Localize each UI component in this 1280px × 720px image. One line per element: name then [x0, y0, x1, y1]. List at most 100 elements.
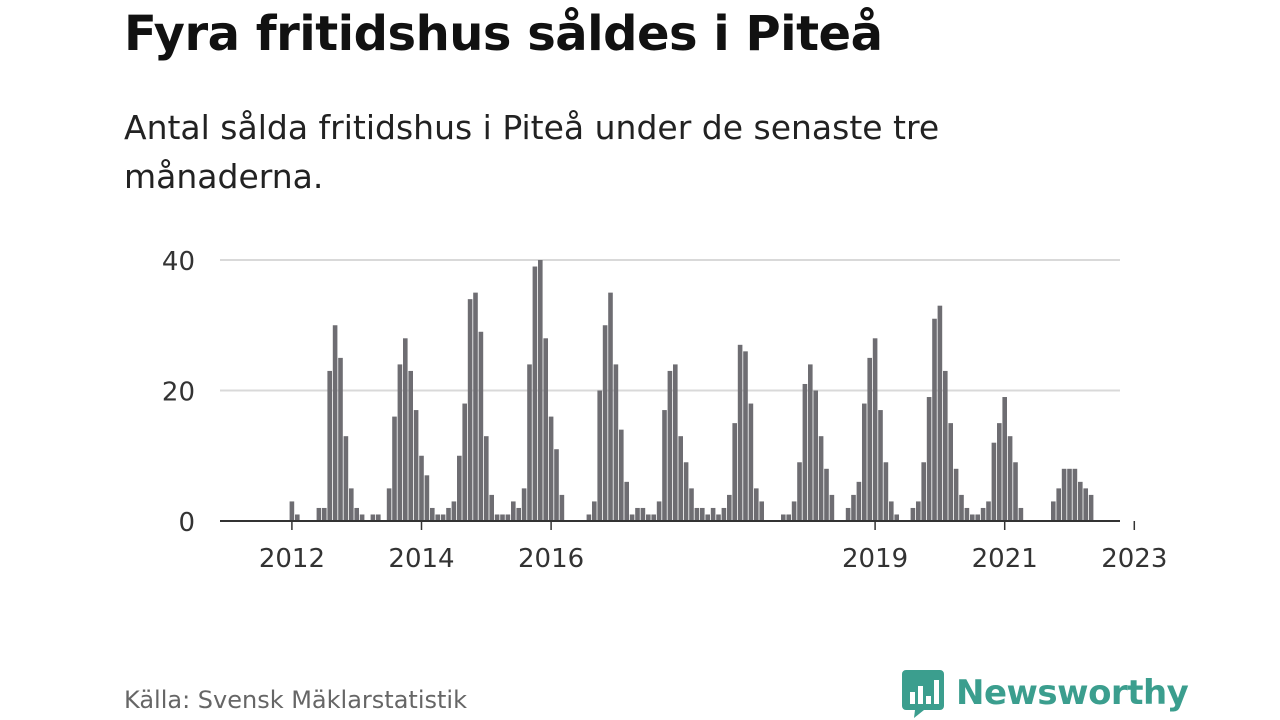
bar — [354, 507, 359, 521]
bar — [359, 514, 365, 521]
bar — [376, 514, 381, 521]
bar — [948, 423, 953, 522]
bar — [349, 488, 354, 522]
bar — [602, 325, 608, 521]
x-tick-label: 2019 — [842, 544, 908, 574]
bar — [1061, 468, 1067, 521]
bar — [619, 429, 624, 521]
bar — [932, 318, 937, 521]
bar — [943, 370, 948, 521]
bar — [1018, 507, 1024, 521]
chart-subtitle: Antal sålda fritidshus i Piteå under de … — [124, 108, 940, 196]
bar — [845, 507, 851, 521]
bar — [818, 436, 824, 521]
bar — [916, 501, 921, 521]
bar — [608, 292, 613, 522]
bar — [1007, 436, 1013, 521]
bar — [910, 507, 916, 521]
bar — [457, 455, 462, 521]
x-tick-label: 2014 — [388, 544, 454, 574]
bar — [808, 364, 813, 521]
bar — [397, 364, 403, 521]
bar — [392, 416, 397, 521]
bar — [872, 338, 878, 521]
x-tick-label: 2023 — [1101, 544, 1167, 574]
bar — [538, 260, 543, 521]
bar — [484, 436, 489, 521]
bar — [802, 383, 808, 521]
bar — [505, 514, 511, 521]
bar — [829, 494, 835, 521]
bar — [332, 325, 338, 521]
bar — [997, 423, 1002, 522]
bar — [500, 514, 505, 521]
bar — [640, 507, 646, 521]
bar — [1088, 494, 1094, 521]
bar — [937, 305, 943, 521]
bar — [424, 475, 430, 521]
bar — [408, 370, 413, 521]
bar — [721, 507, 727, 521]
bar — [316, 507, 322, 521]
bar — [975, 514, 980, 521]
bar — [689, 488, 694, 522]
y-tick-label: 40 — [162, 247, 195, 277]
bar — [656, 501, 662, 521]
bar — [743, 351, 748, 521]
bar — [419, 455, 424, 521]
bar — [710, 507, 716, 521]
bar — [467, 299, 473, 521]
bar — [662, 410, 667, 521]
bar — [1083, 488, 1088, 522]
bar — [1072, 468, 1078, 521]
bar — [451, 501, 457, 521]
bar — [624, 481, 629, 521]
bar — [559, 494, 565, 521]
bar — [295, 514, 300, 521]
brand-logo: Newsworthy — [902, 668, 1189, 718]
bar — [878, 410, 883, 521]
bar — [629, 514, 635, 521]
bar — [813, 390, 818, 521]
bar — [532, 266, 538, 521]
bar — [737, 344, 743, 521]
bar — [586, 514, 592, 521]
bar — [1013, 462, 1018, 521]
bar — [494, 514, 500, 521]
bar — [543, 338, 548, 521]
bar — [754, 488, 759, 522]
bar — [953, 468, 959, 521]
bar — [867, 357, 872, 522]
bar — [511, 501, 516, 521]
bar — [970, 514, 975, 521]
bar — [386, 488, 392, 522]
bar — [678, 436, 683, 521]
bar — [889, 501, 894, 521]
bar — [991, 442, 997, 521]
y-tick-label: 20 — [162, 378, 195, 408]
bar — [343, 436, 349, 521]
bar — [856, 481, 862, 521]
bar — [1056, 488, 1061, 522]
bar — [592, 501, 597, 521]
bar — [959, 494, 964, 521]
bar — [694, 507, 700, 521]
bar — [727, 494, 732, 521]
bar — [683, 462, 689, 521]
bar — [667, 370, 673, 521]
chart-title: Fyra fritidshus såldes i Piteå — [124, 6, 883, 62]
bar — [980, 507, 986, 521]
data-label: 4 — [1213, 0, 1230, 7]
bar — [824, 468, 829, 521]
bar — [370, 514, 376, 521]
bar — [862, 403, 867, 521]
bar — [462, 403, 467, 521]
bar — [1067, 468, 1072, 521]
bar — [1051, 501, 1056, 521]
bar — [673, 364, 678, 521]
bar — [289, 501, 295, 521]
bar — [413, 410, 419, 521]
bar — [440, 514, 446, 521]
bar — [651, 514, 656, 521]
bar — [527, 364, 532, 521]
